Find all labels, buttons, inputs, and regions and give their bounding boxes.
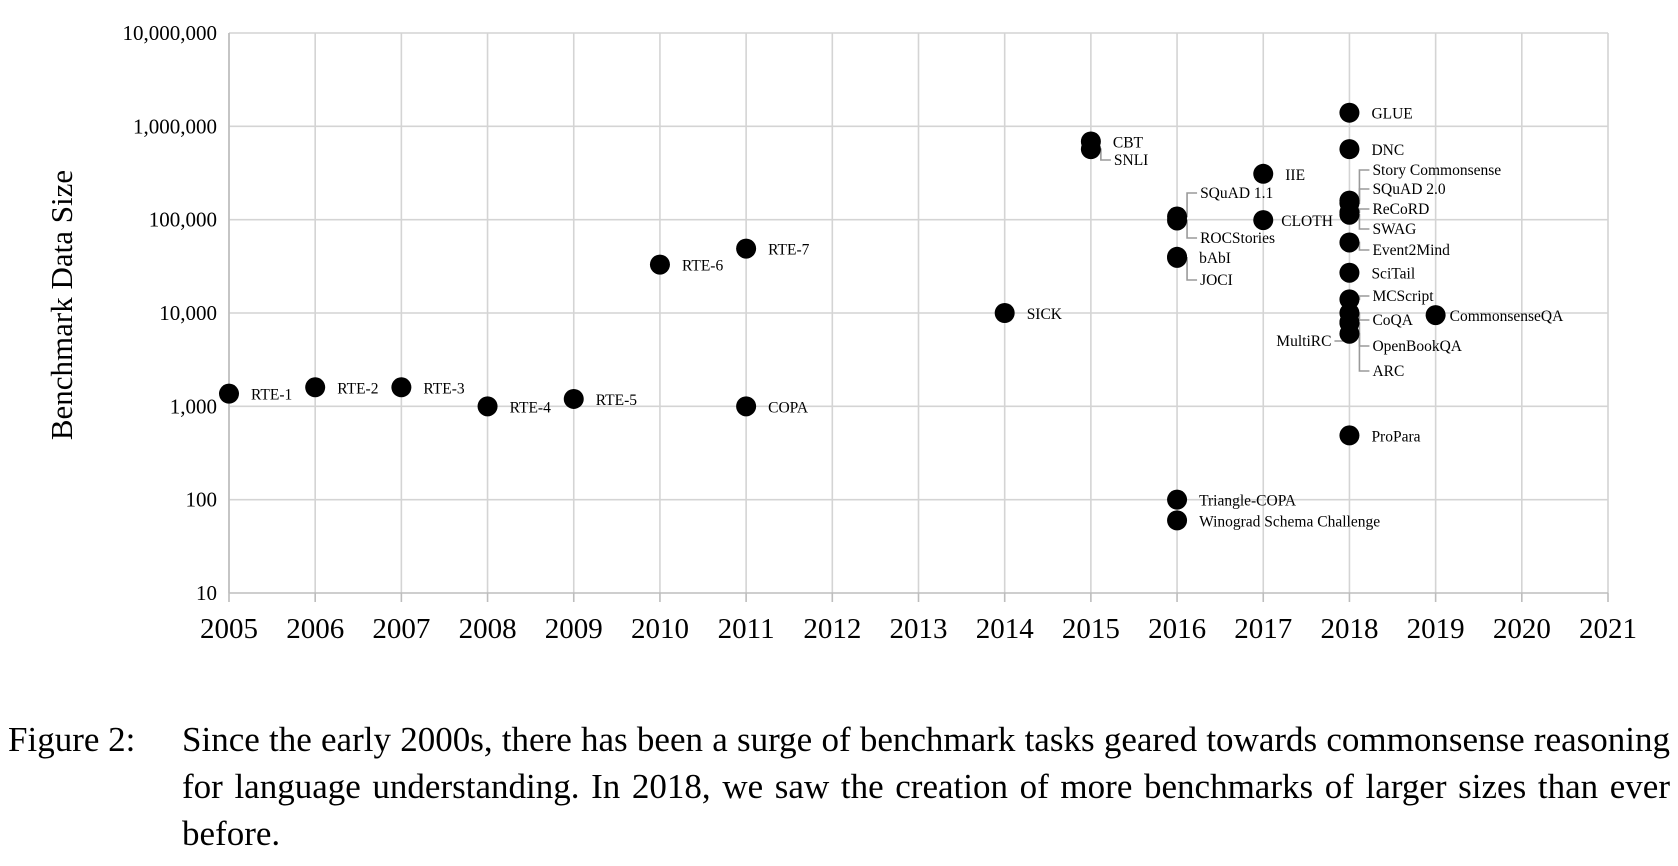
data-point-label: CommonsenseQA: [1450, 308, 1564, 325]
data-point-label: ARC: [1372, 363, 1404, 380]
x-tick-label: 2009: [545, 613, 603, 645]
data-point: [1339, 102, 1360, 123]
data-point: [1339, 425, 1360, 446]
y-tick-label: 10,000,000: [123, 21, 218, 45]
x-tick-label: 2005: [200, 613, 258, 645]
data-point-label: CBT: [1113, 134, 1144, 151]
data-point: [649, 254, 670, 275]
data-point-label: CLOTH: [1281, 213, 1333, 230]
data-point-label: SQuAD 2.0: [1372, 181, 1445, 198]
data-point-label: SWAG: [1372, 221, 1416, 238]
x-tick-label: 2021: [1579, 613, 1637, 645]
data-point: [1253, 163, 1274, 184]
caption-prefix: Figure 2:: [8, 720, 136, 759]
data-point: [563, 388, 584, 409]
y-tick-label: 10: [196, 581, 217, 605]
y-tick-label: 10,000: [159, 301, 217, 325]
data-point: [391, 377, 412, 398]
x-tick-label: 2007: [372, 613, 430, 645]
x-tick-label: 2015: [1062, 613, 1120, 645]
data-point-label: RTE-6: [682, 258, 724, 275]
x-tick-label: 2016: [1148, 613, 1206, 645]
data-point-label: RTE-3: [423, 380, 465, 397]
data-point-label: ROCStories: [1200, 230, 1275, 247]
data-point-label: ProPara: [1371, 428, 1420, 445]
point-labels: RTE-1 RTE-2 RTE-3 RTE-4 RTE-5 RTE-6 RTE-7 COPA S…: [251, 106, 1564, 531]
data-point-label: SNLI: [1114, 152, 1148, 169]
data-point: [736, 396, 757, 417]
data-points: [219, 102, 1446, 531]
data-point-label: GLUE: [1371, 106, 1412, 123]
data-point: [1167, 210, 1188, 231]
x-tick-label: 2006: [286, 613, 344, 645]
data-point-label: SciTail: [1371, 266, 1415, 283]
data-point: [1339, 232, 1360, 253]
data-point: [1339, 204, 1360, 225]
data-point: [305, 377, 326, 398]
scatter-chart: 10 100 1,000 10,000 100,000 1,000,000 10,000,0…: [44, 21, 1637, 645]
data-point: [1339, 313, 1360, 334]
data-point: [1167, 247, 1188, 268]
y-tick-label: 100,000: [149, 208, 217, 232]
data-point-label: Event2Mind: [1372, 242, 1450, 259]
y-tick-label: 100: [186, 488, 218, 512]
data-point: [1425, 305, 1446, 326]
data-point: [736, 238, 757, 259]
axes: [228, 33, 1609, 602]
y-tick-label: 1,000: [170, 394, 217, 418]
x-tick-label: 2012: [803, 613, 861, 645]
x-tick-labels: 2005 2006 2007 2008 2009 2010 2011 2012 2013 2014…: [200, 613, 1637, 645]
data-point: [219, 383, 239, 404]
data-point: [1339, 139, 1360, 160]
data-point-label: DNC: [1371, 142, 1404, 159]
data-point: [1080, 139, 1101, 160]
data-point-label: bAbI: [1199, 250, 1231, 267]
x-tick-label: 2013: [890, 613, 948, 645]
data-point-label: RTE-7: [768, 242, 810, 259]
x-tick-label: 2020: [1493, 613, 1551, 645]
y-axis-label: Benchmark Data Size: [44, 170, 79, 440]
data-point-label: SQuAD 1.1: [1200, 185, 1273, 202]
data-point-label: SICK: [1027, 306, 1063, 323]
x-tick-label: 2008: [459, 613, 517, 645]
data-point: [994, 303, 1015, 323]
data-point: [1253, 210, 1274, 231]
y-tick-label: 1,000,000: [133, 114, 217, 138]
data-point-label: IIE: [1285, 167, 1305, 184]
data-point: [1339, 262, 1360, 283]
x-tick-label: 2011: [718, 613, 775, 645]
data-point-label: RTE-4: [510, 399, 552, 416]
data-point: [1167, 510, 1188, 531]
data-point-label: RTE-2: [337, 380, 378, 397]
x-tick-label: 2010: [631, 613, 689, 645]
x-tick-label: 2017: [1234, 613, 1292, 645]
data-point-label: Triangle-COPA: [1199, 493, 1297, 510]
data-point-label: MCScript: [1372, 288, 1434, 305]
x-tick-label: 2014: [976, 613, 1035, 645]
grid-lines: [228, 32, 1609, 593]
caption-text: Since the early 2000s, there has been a …: [182, 720, 1670, 853]
data-point-label: COPA: [768, 399, 809, 416]
data-point-label: Story Commonsense: [1372, 162, 1501, 179]
y-tick-labels: 10 100 1,000 10,000 100,000 1,000,000 10,000,0…: [123, 21, 218, 605]
data-point-label: ReCoRD: [1372, 201, 1429, 218]
data-point-label: JOCI: [1200, 272, 1233, 289]
data-point-label: MultiRC: [1276, 333, 1331, 350]
data-point-label: RTE-5: [596, 392, 638, 409]
x-tick-label: 2018: [1320, 613, 1378, 645]
data-point-label: CoQA: [1372, 312, 1413, 329]
data-point: [1167, 489, 1188, 510]
data-point-label: RTE-1: [251, 387, 292, 404]
data-point-label: Winograd Schema Challenge: [1199, 513, 1380, 530]
data-point: [477, 396, 498, 417]
data-point-label: OpenBookQA: [1372, 338, 1462, 355]
x-tick-label: 2019: [1407, 613, 1465, 645]
